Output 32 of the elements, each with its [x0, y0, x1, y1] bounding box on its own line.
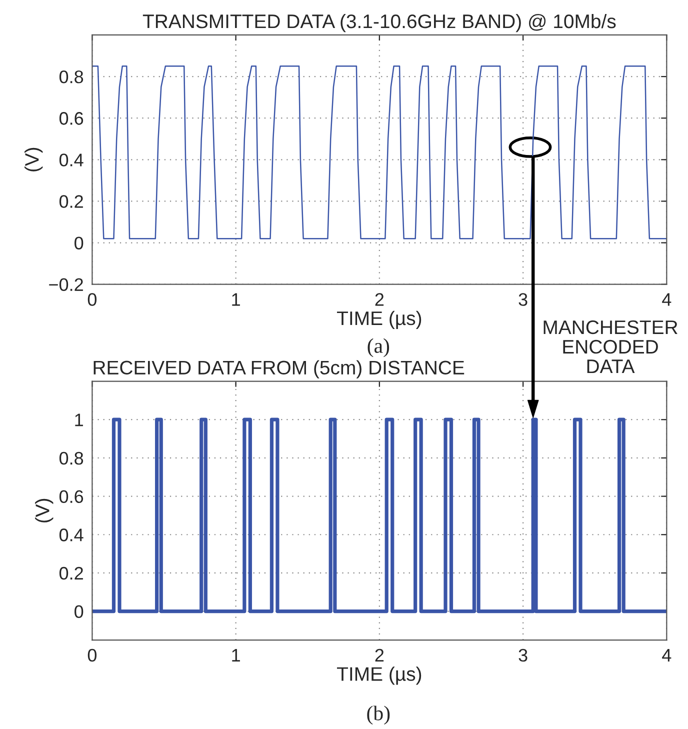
- y-tick-label: −0.2: [49, 278, 83, 292]
- x-tick-label: 3: [518, 648, 528, 662]
- x-tick-label: 1: [232, 649, 240, 662]
- line-series: [92, 66, 667, 240]
- x-tick-label: 3: [518, 293, 528, 306]
- annotation: MANCHESTER ENCODED DATA: [544, 320, 678, 374]
- x-tick-label: 4: [662, 649, 672, 662]
- y-tick-label: 0.4: [59, 528, 84, 542]
- chart-title: TRANSMITTED DATA (3.1-10.6GHz BAND) @ 10Mb/s: [142, 14, 616, 32]
- y-tick-label: 0.2: [59, 195, 83, 208]
- x-tick-label: 1: [232, 293, 240, 306]
- y-tick-label: 0.4: [59, 154, 84, 166]
- x-tick-label: 2: [375, 648, 384, 662]
- y-axis-title: (V): [24, 148, 43, 172]
- y-tick-label: 1: [75, 414, 83, 426]
- y-tick-label: 0.8: [59, 70, 84, 84]
- y-tick-label: 0: [74, 605, 84, 618]
- x-axis-title: TIME (µs): [337, 310, 422, 329]
- y-tick-label: 0: [74, 236, 84, 250]
- y-axis-title: (V): [35, 498, 54, 522]
- text: (a): [368, 338, 390, 358]
- x-tick-label: 2: [375, 293, 384, 306]
- x-axis-title: TIME (µs): [337, 666, 422, 685]
- y-tick-label: 0.6: [59, 490, 84, 504]
- x-tick-label: 4: [662, 293, 672, 306]
- text: (b): [367, 706, 390, 725]
- y-tick-label: 0.8: [59, 452, 84, 465]
- y-tick-label: 0.2: [59, 566, 83, 580]
- x-tick-label: 0: [88, 293, 97, 306]
- chart-title: RECEIVED DATA FROM (5cm) DISTANCE: [94, 360, 464, 378]
- y-tick-label: 0.6: [59, 112, 84, 125]
- x-tick-label: 0: [88, 648, 97, 662]
